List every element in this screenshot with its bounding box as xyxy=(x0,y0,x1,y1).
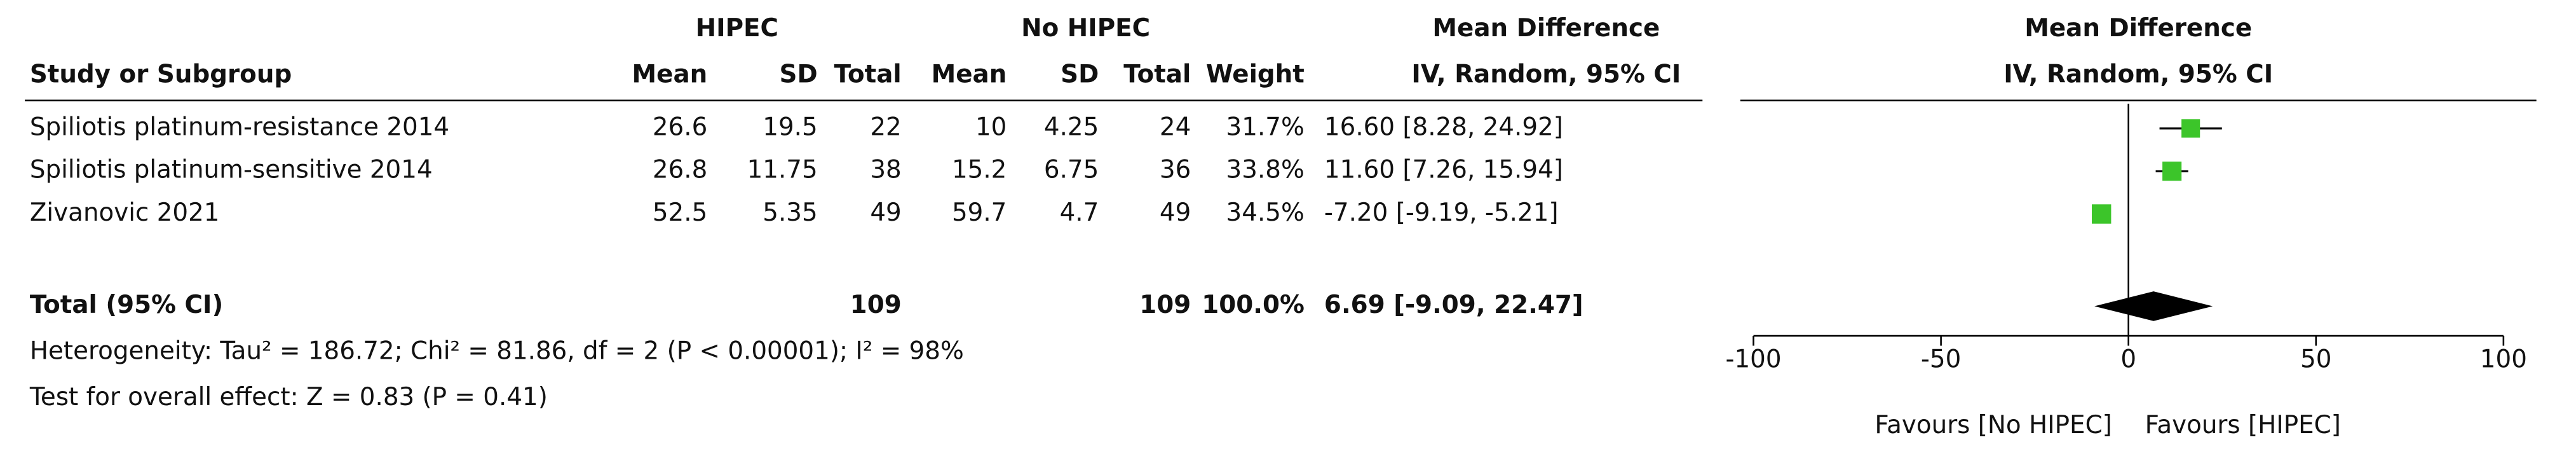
cell-value: 22 xyxy=(870,113,901,141)
total-name: Total (95% CI) xyxy=(30,291,223,319)
cell-value: 4.25 xyxy=(1044,113,1099,141)
cell-value: 49 xyxy=(870,198,901,227)
effect-header: Mean Difference xyxy=(1432,14,1660,43)
effect-label: 6.69 [-9.09, 22.47] xyxy=(1324,291,1583,319)
group-header: HIPEC xyxy=(696,14,778,43)
heterogeneity: Heterogeneity: Tau² = 186.72; Chi² = 81.… xyxy=(30,336,964,365)
column-header: Total xyxy=(1123,60,1191,89)
effect-label: 11.60 [7.26, 15.94] xyxy=(1324,156,1563,184)
column-header: SD xyxy=(1061,60,1099,89)
cell-value: 10 xyxy=(975,113,1007,141)
x-tick-label: -100 xyxy=(1725,345,1781,373)
column-header: IV, Random, 95% CI xyxy=(2003,60,2273,89)
study-name: Spiliotis platinum-resistance 2014 xyxy=(30,113,449,141)
effect-label: -7.20 [-9.19, -5.21] xyxy=(1324,198,1559,227)
effect-square xyxy=(2092,204,2112,224)
x-tick-label: 50 xyxy=(2300,345,2331,373)
x-tick-label: -50 xyxy=(1921,345,1961,373)
plot-header: Mean Difference xyxy=(2024,14,2252,43)
effect-label: 16.60 [8.28, 24.92] xyxy=(1324,113,1563,141)
pooled-diamond xyxy=(2094,291,2213,321)
column-header: Mean xyxy=(632,60,707,89)
weight-label: 33.8% xyxy=(1226,156,1305,184)
column-header: Weight xyxy=(1206,60,1305,89)
cell-value: 26.6 xyxy=(653,113,707,141)
weight-label: 31.7% xyxy=(1226,113,1305,141)
cell-value: 11.75 xyxy=(747,156,818,184)
cell-value: 15.2 xyxy=(952,156,1007,184)
cell-value: 4.7 xyxy=(1060,198,1099,227)
column-header: Mean xyxy=(932,60,1007,89)
weight-label: 100.0% xyxy=(1202,291,1305,319)
cell-value: 36 xyxy=(1160,156,1191,184)
favours-left: Favours [No HIPEC] xyxy=(1874,411,2112,439)
effect-square xyxy=(2181,119,2200,138)
column-header: Study or Subgroup xyxy=(30,60,292,89)
study-name: Zivanovic 2021 xyxy=(30,198,220,227)
cell-value: 52.5 xyxy=(653,198,707,227)
total-value: 109 xyxy=(1139,291,1191,319)
overall-effect: Test for overall effect: Z = 0.83 (P = 0… xyxy=(29,383,548,411)
total-value: 109 xyxy=(850,291,902,319)
effect-square xyxy=(2162,162,2182,181)
cell-value: 49 xyxy=(1160,198,1191,227)
group-header: No HIPEC xyxy=(1021,14,1150,43)
cell-value: 24 xyxy=(1160,113,1191,141)
cell-value: 59.7 xyxy=(952,198,1007,227)
x-tick-label: 100 xyxy=(2480,345,2527,373)
cell-value: 6.75 xyxy=(1044,156,1099,184)
study-name: Spiliotis platinum-sensitive 2014 xyxy=(30,156,433,184)
weight-label: 34.5% xyxy=(1226,198,1305,227)
cell-value: 5.35 xyxy=(763,198,817,227)
column-header: IV, Random, 95% CI xyxy=(1411,60,1681,89)
cell-value: 38 xyxy=(870,156,901,184)
cell-value: 19.5 xyxy=(763,113,817,141)
column-header: Total xyxy=(834,60,902,89)
favours-right: Favours [HIPEC] xyxy=(2145,411,2341,439)
x-tick-label: 0 xyxy=(2120,345,2136,373)
cell-value: 26.8 xyxy=(653,156,707,184)
column-header: SD xyxy=(780,60,818,89)
